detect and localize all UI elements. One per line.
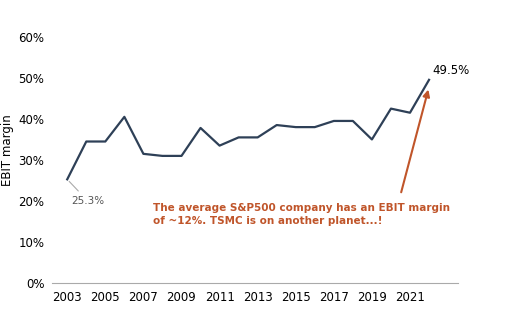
Text: The average S&P500 company has an EBIT margin
of ~12%. TSMC is on another planet: The average S&P500 company has an EBIT m… [153,203,450,226]
Y-axis label: EBIT margin: EBIT margin [1,114,14,185]
Text: 25.3%: 25.3% [69,181,104,206]
Text: 49.5%: 49.5% [432,63,469,77]
